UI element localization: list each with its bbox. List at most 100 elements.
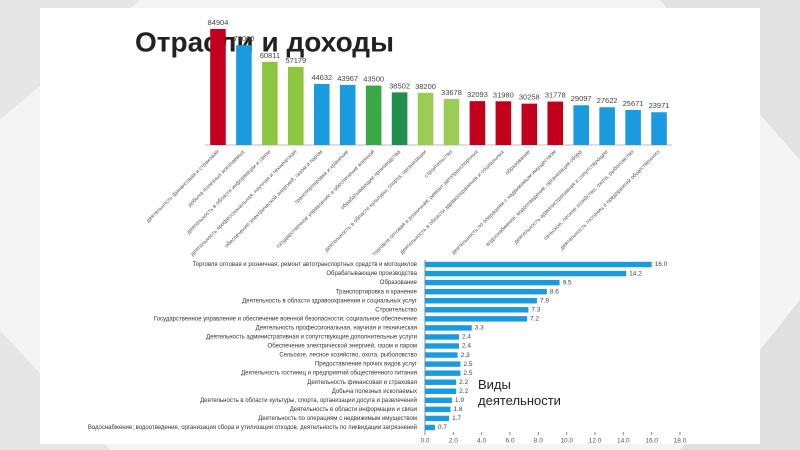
x-tick-label: 12.0 <box>589 438 602 445</box>
bar <box>443 98 460 145</box>
value-label: 84904 <box>208 18 229 27</box>
value-label: 38502 <box>389 81 410 90</box>
value-label: 3.3 <box>475 325 484 332</box>
value-label: 60811 <box>260 51 280 60</box>
annotation: Виды деятельности <box>478 377 561 408</box>
value-label: 31778 <box>545 91 566 100</box>
bar <box>599 107 615 145</box>
y-tick-label: Обрабатывающие производства <box>326 271 417 277</box>
bar <box>425 288 547 295</box>
x-tick-label: 16.0 <box>645 438 658 445</box>
value-label: 73000 <box>233 34 254 43</box>
value-label: 0.7 <box>438 424 447 431</box>
y-tick-label: Транспортировка и хранение <box>336 289 418 295</box>
x-tick-label: 4.0 <box>477 438 486 445</box>
y-tick-label: Деятельность по операциям с недвижимым и… <box>258 416 417 422</box>
bar <box>425 270 627 277</box>
bar <box>425 361 461 367</box>
value-label: 25671 <box>623 99 644 108</box>
bar <box>425 397 452 404</box>
bar <box>425 307 529 313</box>
value-label: 43500 <box>363 75 384 84</box>
bar <box>425 388 457 394</box>
value-label: 8.6 <box>550 288 559 295</box>
bar <box>210 28 226 146</box>
value-label: 43967 <box>337 74 358 83</box>
bar <box>313 84 330 145</box>
y-tick-label: Деятельность профессиональная, научная и… <box>256 325 417 331</box>
bar <box>288 66 304 145</box>
x-tick-label: 0.0 <box>420 438 429 445</box>
bar <box>425 406 451 413</box>
value-label: 44632 <box>311 73 332 82</box>
y-tick-label: Деятельность административная и сопутств… <box>206 335 417 341</box>
bar <box>425 415 450 422</box>
y-tick-label: Деятельность в области культуры, спорта,… <box>200 397 417 404</box>
bar <box>547 101 564 145</box>
bar <box>425 352 458 358</box>
bar <box>365 85 382 145</box>
bar <box>339 84 356 145</box>
bar <box>573 105 589 145</box>
value-label: 2.5 <box>463 370 472 377</box>
value-label: 57179 <box>285 56 306 65</box>
x-tick-label: 2.0 <box>449 438 458 445</box>
value-label: 2.3 <box>461 352 470 359</box>
value-label: 31980 <box>493 90 514 99</box>
value-label: 38200 <box>415 82 436 91</box>
value-label: 23971 <box>649 101 670 110</box>
x-tick-label: 10.0 <box>560 438 573 445</box>
value-label: 14.2 <box>629 270 642 277</box>
value-label: 1.7 <box>452 415 461 422</box>
value-label: 27622 <box>597 96 618 105</box>
value-label: 2.2 <box>459 388 468 395</box>
bar <box>425 279 560 286</box>
value-label: 30258 <box>519 93 540 102</box>
y-tick-label: Водоснабжение; водоотведение, организаци… <box>88 424 417 431</box>
value-label: 2.5 <box>463 361 472 368</box>
value-label: 2.4 <box>462 343 471 350</box>
bar <box>469 101 486 145</box>
bar <box>495 101 512 145</box>
x-tick-label: 14.0 <box>617 438 630 445</box>
slide-title: Отрасли и доходы <box>135 26 394 57</box>
bar <box>391 92 408 145</box>
y-tick-label: Деятельность гостиниц и предприятий обще… <box>241 370 417 377</box>
y-tick-label: Деятельность в области информации и связ… <box>290 407 417 413</box>
bar <box>425 316 527 322</box>
value-label: 1.9 <box>455 397 464 404</box>
bar <box>521 103 538 145</box>
value-label: 16.0 <box>655 261 668 268</box>
bar <box>417 92 434 145</box>
y-tick-label: Образование <box>380 280 418 286</box>
y-tick-label: Строительство <box>375 307 417 313</box>
bar <box>651 112 667 145</box>
y-tick-label: Добыча полезных ископаемых <box>332 389 417 395</box>
y-tick-label: Деятельность финансовая и страховая <box>307 380 417 386</box>
y-tick-label: Предоставление прочих видов услуг <box>315 362 418 368</box>
bar <box>425 298 537 304</box>
bar <box>425 370 461 376</box>
value-label: 9.5 <box>563 279 572 286</box>
bar <box>425 261 652 268</box>
value-label: 7.9 <box>540 297 549 304</box>
bar <box>425 334 459 340</box>
value-label: 29097 <box>571 94 592 103</box>
value-label: 7.2 <box>530 316 539 323</box>
y-tick-label: Государственное управление и обеспечение… <box>154 315 418 322</box>
x-tick-label: 18.0 <box>674 438 687 445</box>
bar <box>625 109 641 145</box>
value-label: 7.3 <box>531 307 540 314</box>
value-label: 2.2 <box>459 379 468 386</box>
y-tick-label: Деятельность в области здравоохранения и… <box>242 298 418 304</box>
value-label: 2.4 <box>462 334 471 341</box>
content-panel <box>40 8 760 444</box>
bar <box>425 379 457 385</box>
bar <box>425 325 472 331</box>
bar <box>425 343 459 349</box>
y-tick-label: Обеспечение электрической энергией, газо… <box>268 343 417 350</box>
y-tick-label: Торговля оптовая и розничная; ремонт авт… <box>193 262 417 268</box>
y-tick-label: Сельское, лесное хозяйство, охота, рыбол… <box>279 352 417 359</box>
value-label: 1.8 <box>454 406 463 413</box>
bar <box>425 424 435 431</box>
